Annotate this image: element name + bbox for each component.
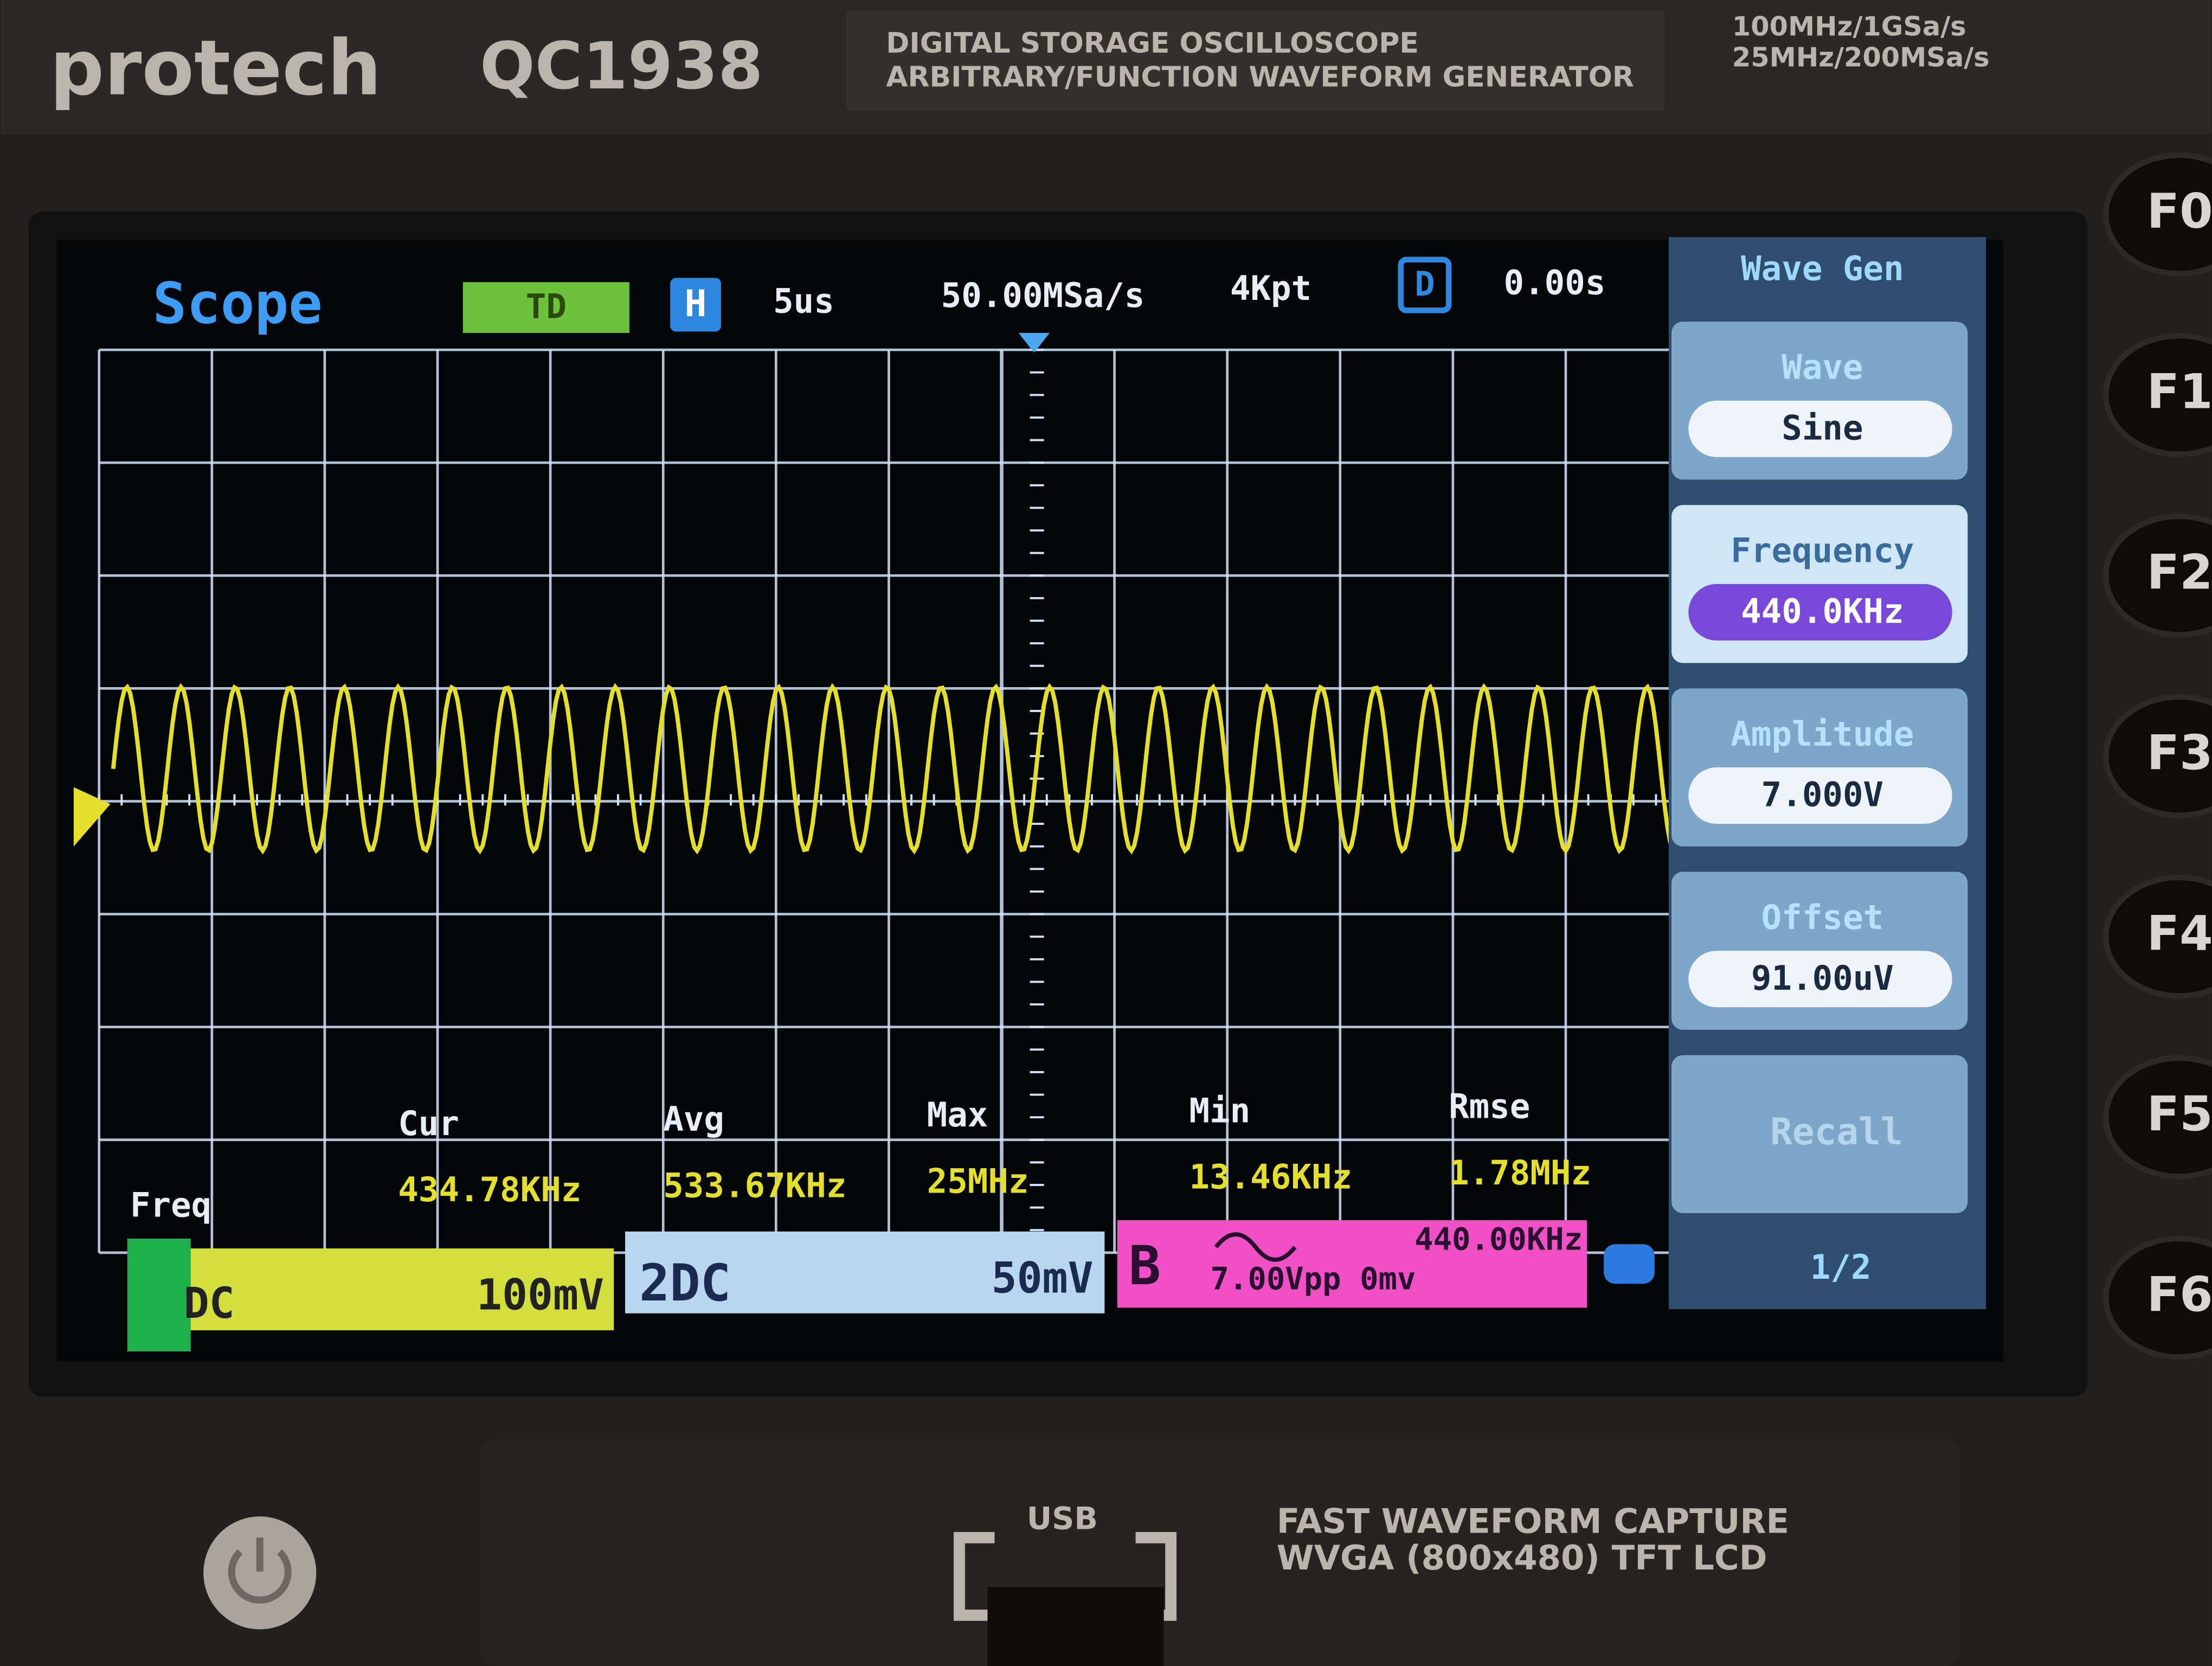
menu-item-value: Sine	[1782, 408, 1863, 447]
menu-item-label: Recall	[1770, 1110, 1902, 1153]
menu-item-value: 91.00uV	[1751, 958, 1894, 998]
menu-items: Wave Sine Frequency 440.0KHz Amplitude 7.000V…	[1671, 322, 1968, 1214]
d-icon: D	[1414, 264, 1435, 304]
measure-value: 13.46KHz	[1189, 1157, 1352, 1197]
footer-line: WVGA (800x480) TFT LCD	[1277, 1538, 1767, 1578]
function-key-label: F6	[2147, 1266, 2212, 1322]
brand: protech	[50, 24, 382, 113]
h-badge	[670, 278, 721, 332]
function-keys: F0 F1 F2 F3 F4 F5 F6	[2103, 152, 2212, 1360]
mode-label: Scope	[153, 270, 323, 336]
menu-page: 1/2	[1810, 1247, 1872, 1287]
measure-name: Min	[1189, 1091, 1250, 1130]
sine-icon	[1214, 1232, 1297, 1262]
menu-item-value: 7.000V	[1761, 775, 1883, 815]
trigger-label: TD	[526, 287, 567, 326]
function-key-label: F3	[2147, 725, 2212, 781]
menu-value-box	[1688, 584, 1952, 640]
generator-label: B	[1129, 1235, 1161, 1297]
h-icon: H	[685, 282, 707, 325]
function-key[interactable]	[2103, 513, 2212, 638]
measure-name: Max	[927, 1095, 988, 1135]
power-icon	[228, 1537, 292, 1604]
menu-value-box	[1688, 400, 1952, 457]
d-badge	[1398, 257, 1452, 313]
menu-item-label: Amplitude	[1731, 714, 1914, 754]
power-button[interactable]	[203, 1516, 317, 1630]
channel-scale: 50mV	[992, 1254, 1094, 1303]
menu-value-box	[1688, 951, 1952, 1008]
measure-name: Avg	[663, 1099, 724, 1139]
waveform	[111, 683, 1676, 855]
spec: 100MHz/1GSa/s	[1732, 11, 1966, 42]
measure-value: 1.78MHz	[1449, 1153, 1591, 1193]
measure-value: 25MHz	[927, 1161, 1029, 1201]
description-line: ARBITRARY/FUNCTION WAVEFORM GENERATOR	[886, 61, 1634, 94]
menu-item-label: Offset	[1761, 898, 1883, 937]
label-plate	[846, 11, 1665, 110]
generator-frequency: 440.00KHz	[1414, 1222, 1583, 1258]
footer-line: FAST WAVEFORM CAPTURE	[1277, 1501, 1789, 1541]
function-key-label: F5	[2147, 1086, 2212, 1142]
measure-value: 434.78KHz	[398, 1170, 581, 1209]
delay: 0.00s	[1504, 263, 1606, 303]
channel-scale: 100mV	[477, 1271, 604, 1320]
measure-label: Freq	[130, 1186, 211, 1225]
menu-value-box	[1688, 767, 1952, 824]
function-key[interactable]	[2103, 874, 2212, 999]
channel-2-box[interactable]	[625, 1231, 1105, 1313]
generator-settings: 7.00Vpp 0mv	[1210, 1261, 1416, 1297]
model: QC1938	[480, 29, 763, 104]
function-key[interactable]	[2103, 332, 2212, 457]
channel-marker	[73, 787, 111, 847]
timebase: 5us	[773, 281, 834, 321]
graticule	[98, 348, 1680, 1254]
channel-1-tab	[127, 1238, 191, 1351]
menu-item-label: Frequency	[1731, 531, 1914, 571]
usb-port	[987, 1587, 1164, 1666]
measure-name: Rmse	[1449, 1087, 1530, 1126]
menu-item-value: 440.0KHz	[1741, 592, 1904, 631]
usb-label: USB	[1027, 1501, 1098, 1537]
function-key-label: F4	[2147, 906, 2212, 962]
measure-value: 533.67KHz	[663, 1165, 846, 1205]
menu-title: Wave Gen	[1741, 249, 1904, 289]
function-key[interactable]	[2103, 1235, 2212, 1360]
menu-item-label: Wave	[1782, 348, 1863, 387]
function-key-label: F2	[2147, 544, 2212, 600]
function-key[interactable]	[2103, 694, 2212, 818]
generator-box[interactable]	[1117, 1220, 1587, 1308]
memory-depth: 4Kpt	[1230, 268, 1311, 308]
trigger-badge	[462, 282, 629, 333]
sample-rate: 50.00MSa/s	[941, 275, 1145, 315]
trigger-position-marker	[1018, 332, 1050, 353]
menu-button[interactable]	[1671, 1055, 1968, 1214]
measurements: Cur 434.78KHz Avg 533.67KHz Max 25MHz Min 13.46…	[398, 1087, 1591, 1209]
usb-indicator	[1604, 1244, 1655, 1284]
function-key[interactable]	[2103, 152, 2212, 277]
function-key-label: F1	[2147, 364, 2212, 420]
spec: 25MHz/200MSa/s	[1732, 42, 1990, 73]
channel-1-box[interactable]	[134, 1248, 614, 1330]
channel-coupling: DC	[184, 1279, 235, 1328]
measure-name: Cur	[398, 1104, 459, 1143]
lower-plate	[480, 1439, 1961, 1666]
description-line: DIGITAL STORAGE OSCILLOSCOPE	[886, 27, 1419, 60]
function-key[interactable]	[2103, 1055, 2212, 1180]
channel-coupling: 2DC	[639, 1254, 731, 1313]
function-key-label: F0	[2147, 183, 2212, 239]
